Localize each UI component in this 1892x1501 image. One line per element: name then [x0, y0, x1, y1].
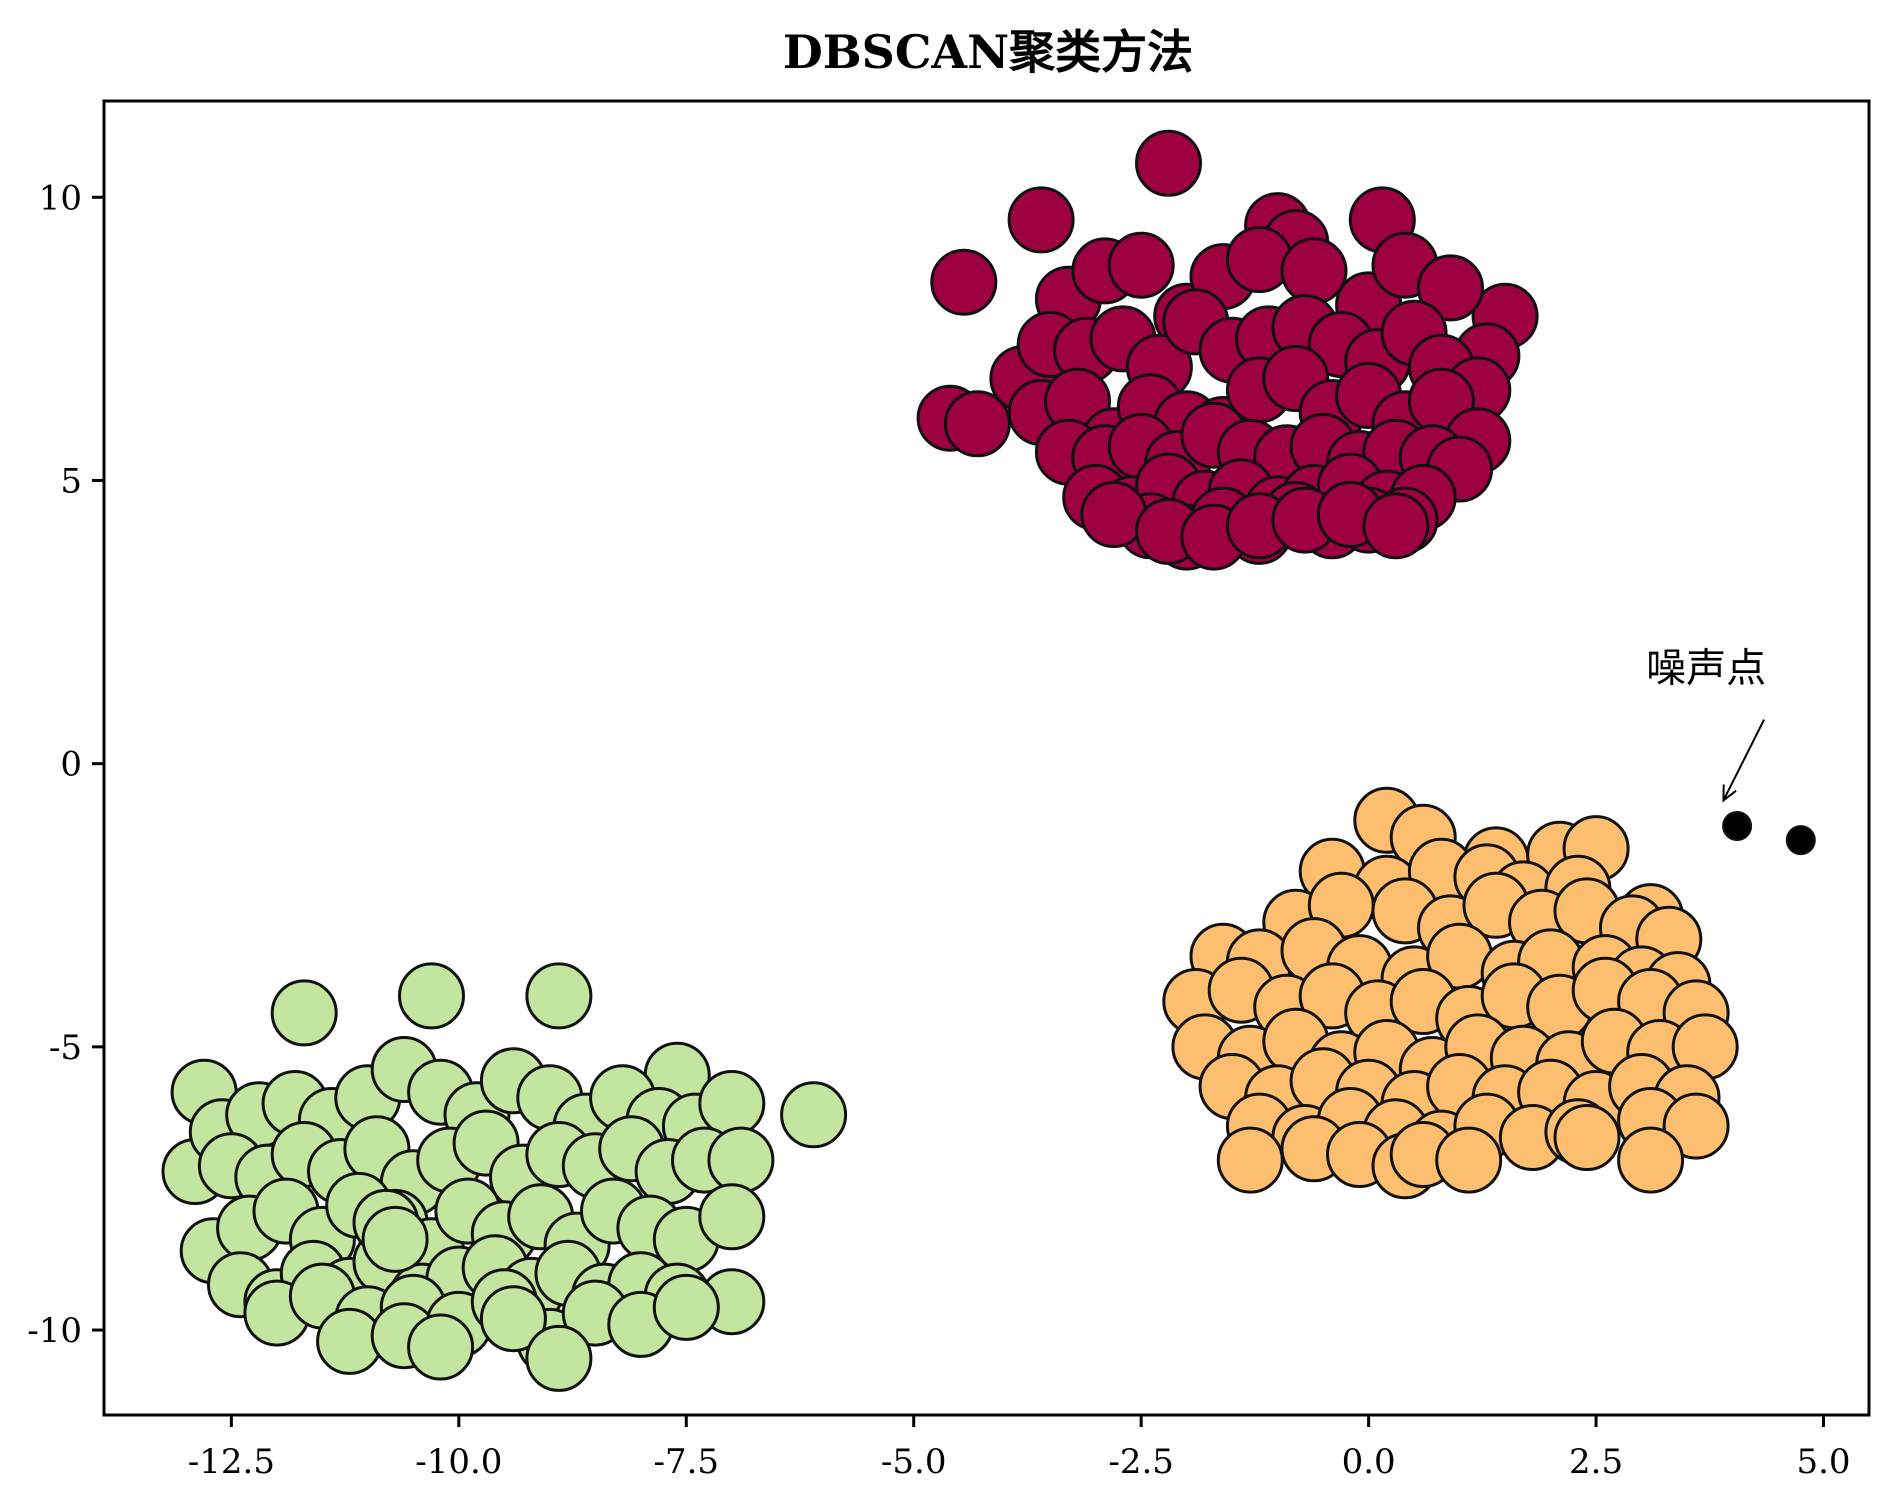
y-axis: -10 -5 0 5 10: [27, 178, 104, 1351]
data-point: [398, 962, 465, 1030]
data-point: [525, 1324, 593, 1392]
x-tick-label: -10.0: [415, 1442, 502, 1482]
cluster-1: [916, 129, 1539, 571]
x-tick-label: -7.5: [653, 1442, 719, 1482]
scatter-points: [161, 129, 1816, 1392]
noise-point: [1722, 811, 1753, 841]
noise-points: [1722, 811, 1816, 856]
y-tick-label: 5: [60, 461, 82, 501]
noise-point-annotation-label: 噪声点: [1646, 646, 1766, 692]
data-point: [1362, 492, 1430, 560]
plot-frame: [102, 99, 1871, 1417]
data-point: [479, 1285, 547, 1353]
data-point: [707, 1126, 775, 1194]
data-point: [1007, 186, 1075, 254]
data-point: [1135, 129, 1202, 197]
x-tick-label: -2.5: [1108, 1442, 1174, 1482]
data-point: [1107, 231, 1175, 299]
data-point: [525, 962, 593, 1030]
x-tick-label: -12.5: [188, 1442, 275, 1482]
data-point: [943, 390, 1011, 458]
x-axis: -12.5 -10.0 -7.5 -5.0 -2.5 0.0 2.5 5.0: [188, 1415, 1851, 1482]
data-point: [361, 1205, 429, 1273]
annotation: 噪声点: [1646, 646, 1766, 803]
data-point: [1435, 1126, 1503, 1194]
x-tick-label: -5.0: [881, 1442, 947, 1482]
data-point: [780, 1081, 848, 1149]
data-point: [407, 1313, 475, 1381]
cluster-2: [1162, 786, 1739, 1200]
x-tick-label: 0.0: [1342, 1442, 1396, 1482]
x-tick-label: 2.5: [1569, 1442, 1623, 1482]
noise-point: [1785, 825, 1816, 856]
data-point: [652, 1273, 720, 1341]
x-tick-label: 5.0: [1796, 1442, 1850, 1482]
data-point: [698, 1183, 766, 1251]
data-point: [1225, 226, 1293, 294]
data-point: [698, 1070, 766, 1137]
data-point: [1662, 1092, 1730, 1160]
data-point: [930, 248, 998, 316]
annotation-arrow-head: [1722, 784, 1737, 803]
annotation-arrow-line: [1722, 719, 1765, 801]
data-point: [1216, 1126, 1284, 1194]
data-point: [1280, 237, 1348, 305]
y-tick-label: -10: [27, 1311, 82, 1351]
data-point: [270, 979, 338, 1047]
data-point: [1553, 1104, 1621, 1171]
chart-title: DBSCAN聚类方法: [783, 25, 1193, 79]
data-point: [1617, 1126, 1685, 1194]
y-tick-label: 10: [39, 178, 82, 218]
y-tick-label: -5: [49, 1028, 82, 1068]
y-tick-label: 0: [60, 745, 82, 785]
cluster-3: [161, 962, 848, 1392]
data-point: [1417, 254, 1484, 322]
